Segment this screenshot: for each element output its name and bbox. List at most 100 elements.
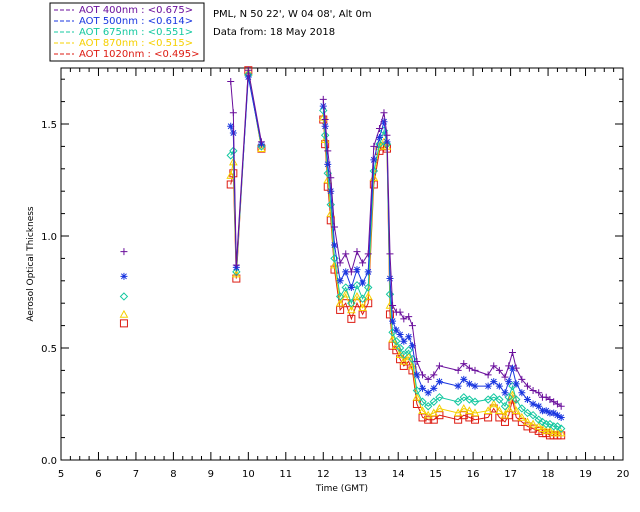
triangle-marker: [528, 419, 538, 428]
star-marker: [396, 331, 404, 339]
star-marker: [484, 382, 492, 390]
diamond-marker: [549, 422, 558, 431]
diamond-marker: [495, 395, 504, 404]
x-tick-label: 8: [170, 469, 176, 480]
triangle-marker: [358, 303, 367, 311]
star-marker: [336, 277, 344, 285]
plus-marker: [244, 66, 252, 74]
x-tick-label: 19: [579, 469, 592, 480]
triangle-marker: [511, 406, 521, 415]
diamond-marker: [375, 139, 384, 149]
triangle-marker: [335, 298, 345, 307]
triangle-marker: [408, 361, 417, 370]
x-tick-label: 11: [279, 469, 292, 480]
plus-marker: [435, 362, 443, 370]
legend-label: AOT 1020nm : <0.495>: [79, 49, 199, 60]
plus-marker: [408, 322, 416, 330]
star-marker: [424, 389, 432, 397]
plus-marker: [535, 389, 543, 397]
diamond-marker: [483, 395, 493, 404]
y-axis-title: Aerosol Optical Thickness: [26, 206, 36, 322]
plus-marker: [419, 371, 427, 379]
series-3: [119, 67, 566, 437]
series-line: [230, 70, 562, 436]
triangle-marker: [412, 392, 422, 401]
plus-marker: [375, 124, 383, 132]
plus-marker: [389, 301, 397, 309]
star-marker: [392, 326, 400, 334]
diamond-marker: [534, 415, 543, 424]
star-marker: [419, 384, 427, 392]
plus-marker: [383, 131, 391, 139]
triangle-marker: [399, 356, 409, 365]
star-marker: [342, 268, 350, 276]
star-marker: [557, 413, 565, 421]
triangle-marker: [517, 412, 527, 421]
diamond-marker: [399, 350, 409, 359]
diamond-marker: [418, 397, 427, 406]
star-marker: [501, 389, 509, 397]
x-tick-label: 18: [542, 469, 555, 480]
triangle-marker: [429, 408, 439, 417]
diamond-marker: [517, 404, 527, 413]
square-marker: [424, 415, 433, 424]
star-marker: [331, 241, 339, 249]
axis-ticks: 5 6 7 8 9 10 11 12 13 14 15 16 17 18 19 20 0.0 0.5 1.0 1.5: [41, 68, 629, 480]
plus-marker: [512, 364, 520, 372]
plus-marker: [324, 147, 332, 155]
star-marker: [550, 409, 558, 417]
plus-marker: [505, 362, 513, 370]
y-tick-label: 0.0: [41, 456, 57, 467]
star-marker: [327, 187, 335, 195]
triangle-marker: [538, 424, 547, 432]
plus-marker: [347, 268, 355, 276]
plus-marker: [471, 366, 479, 374]
plus-marker: [386, 250, 394, 258]
star-marker: [546, 409, 554, 417]
diamond-marker: [347, 298, 356, 308]
triangle-marker: [226, 170, 236, 179]
diamond-marker: [369, 166, 379, 176]
star-marker: [512, 380, 520, 388]
y-tick-label: 1.0: [41, 232, 57, 243]
triangle-marker: [465, 406, 474, 415]
diamond-marker: [364, 283, 373, 292]
plus-marker: [342, 250, 350, 258]
star-marker: [490, 378, 498, 386]
star-marker: [319, 102, 327, 110]
plus-marker: [331, 223, 339, 231]
x-tick-label: 14: [392, 469, 405, 480]
star-marker: [370, 156, 378, 164]
diamond-marker: [257, 142, 266, 151]
triangle-marker: [556, 428, 566, 437]
x-tick-label: 12: [317, 469, 330, 480]
star-marker: [408, 342, 416, 350]
triangle-marker: [483, 406, 493, 415]
plus-marker: [257, 138, 265, 146]
diamond-marker: [232, 267, 241, 277]
plus-marker: [546, 396, 554, 404]
star-marker: [380, 118, 388, 126]
square-marker: [119, 319, 128, 328]
legend-label: AOT 870nm : <0.515>: [79, 38, 193, 49]
triangle-marker: [395, 350, 405, 359]
diamond-marker: [119, 292, 129, 301]
x-tick-label: 9: [208, 469, 214, 480]
plus-marker: [542, 393, 550, 401]
triangle-marker: [453, 408, 463, 417]
x-axis-title: Time (GMT): [315, 484, 368, 494]
plus-marker: [553, 400, 561, 408]
diamond-marker: [470, 397, 480, 406]
star-marker: [359, 279, 367, 287]
star-marker: [375, 133, 383, 141]
diamond-marker: [465, 395, 474, 404]
plus-marker: [557, 402, 565, 410]
star-marker: [523, 396, 531, 404]
series-1: [120, 73, 565, 421]
diamond-marker: [352, 281, 362, 290]
diamond-marker: [512, 395, 521, 404]
diamond-marker: [489, 393, 498, 402]
star-marker: [454, 382, 462, 390]
diamond-marker: [341, 283, 350, 292]
date-info: Data from: 18 May 2018: [213, 27, 335, 38]
